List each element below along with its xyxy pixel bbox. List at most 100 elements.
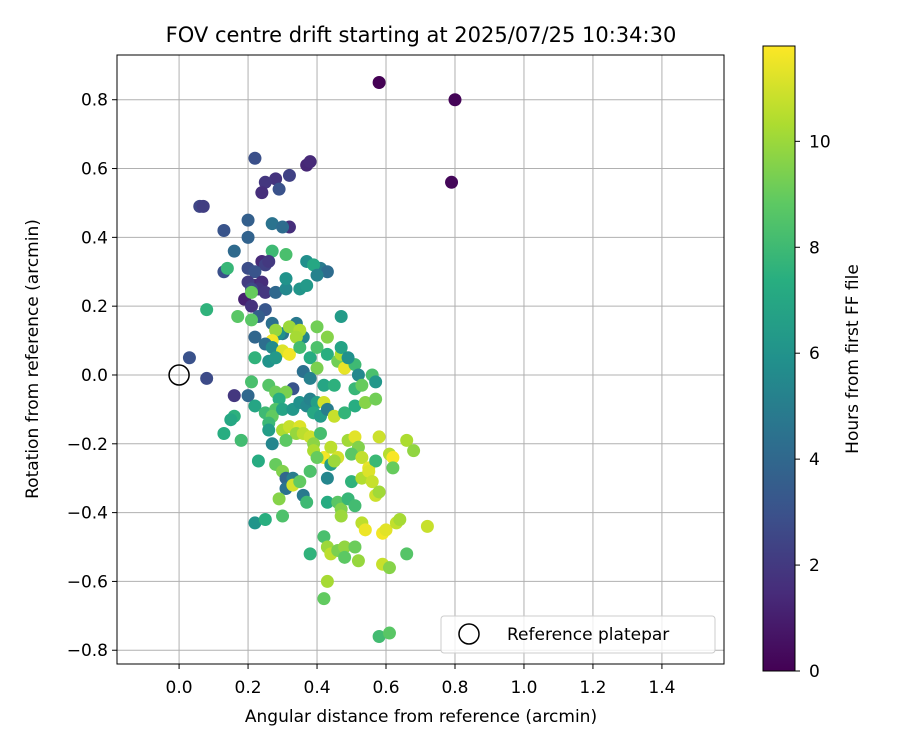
data-point (358, 396, 372, 410)
data-point (279, 272, 293, 286)
data-point (369, 454, 383, 468)
colorbar-label: Hours from first FF file (843, 264, 863, 454)
data-point (338, 361, 352, 375)
data-point (245, 285, 259, 299)
data-point (372, 76, 386, 90)
data-point (276, 509, 290, 523)
data-point (293, 340, 307, 354)
data-point (196, 199, 210, 213)
legend-reference-marker (458, 623, 480, 645)
x-tick-label: 0.0 (166, 678, 193, 698)
data-point (217, 426, 231, 440)
data-point (248, 151, 262, 165)
colorbar-tick-label: 8 (809, 238, 820, 258)
data-point (241, 213, 255, 227)
data-point (224, 413, 238, 427)
data-point (272, 182, 286, 196)
data-point (338, 406, 352, 420)
data-point (320, 495, 334, 509)
colorbar-tick-label: 10 (809, 132, 831, 152)
data-point (227, 389, 241, 403)
data-point (300, 279, 314, 293)
x-tick-label: 0.8 (441, 678, 468, 698)
data-point (248, 351, 262, 365)
data-point (231, 309, 245, 323)
data-point (320, 265, 334, 279)
data-point (269, 285, 283, 299)
colorbar-tick-label: 0 (809, 662, 820, 682)
data-point (320, 574, 334, 588)
data-point (320, 471, 334, 485)
data-point (258, 285, 272, 299)
y-tick-label: 0.4 (81, 228, 108, 248)
data-point (334, 509, 348, 523)
data-point (310, 340, 324, 354)
y-axis-label: Rotation from reference (arcmin) (23, 219, 43, 499)
y-tick-label: 0.8 (81, 91, 108, 111)
y-tick-label: −0.2 (67, 435, 108, 455)
y-tick-label: 0.0 (81, 366, 108, 386)
data-point (345, 447, 359, 461)
x-tick-label: 0.6 (372, 678, 399, 698)
data-point (303, 371, 317, 385)
data-point (251, 454, 265, 468)
colorbar-tick-label: 6 (809, 344, 820, 364)
x-tick-label: 1.0 (510, 678, 537, 698)
data-point (279, 433, 293, 447)
data-point (282, 347, 296, 361)
data-point (262, 254, 276, 268)
data-point (303, 464, 317, 478)
data-point (320, 347, 334, 361)
data-point (248, 265, 262, 279)
data-point (310, 320, 324, 334)
data-point (307, 258, 321, 272)
data-point (386, 461, 400, 475)
data-point (317, 530, 331, 544)
data-point (369, 375, 383, 389)
x-tick-label: 1.4 (648, 678, 675, 698)
data-point (303, 351, 317, 365)
colorbar-tick-label: 4 (809, 450, 820, 470)
data-point (248, 399, 262, 413)
data-point (182, 351, 196, 365)
data-point (338, 540, 352, 554)
data-point (341, 351, 355, 365)
y-tick-label: −0.8 (67, 641, 108, 661)
data-point (327, 378, 341, 392)
data-point (327, 454, 341, 468)
data-point (351, 368, 365, 382)
data-point (279, 248, 293, 262)
data-point (445, 175, 459, 189)
legend-label: Reference platepar (507, 625, 669, 645)
data-point (300, 495, 314, 509)
data-point (355, 378, 369, 392)
data-point (282, 320, 296, 334)
legend-box (440, 615, 716, 654)
data-point (248, 516, 262, 530)
data-point (358, 523, 372, 537)
data-point (293, 475, 307, 489)
colorbar-ticks: 0 2 4 6 8 10 (795, 132, 831, 682)
reference-marker (168, 364, 190, 386)
data-point (382, 561, 396, 575)
x-tick-label: 1.2 (579, 678, 606, 698)
x-axis-label: Angular distance from reference (arcmin) (245, 707, 597, 727)
grid (117, 55, 724, 664)
data-point (310, 268, 324, 282)
data-point (289, 330, 303, 344)
data-point (320, 330, 334, 344)
data-point (317, 378, 331, 392)
data-point (265, 437, 279, 451)
data-point (265, 340, 279, 354)
data-point (258, 175, 272, 189)
data-point (369, 392, 383, 406)
data-point (245, 375, 259, 389)
data-point (317, 592, 331, 606)
data-point (241, 389, 255, 403)
data-point (269, 323, 283, 337)
data-point (348, 430, 362, 444)
legend: Reference platepar (440, 615, 716, 654)
data-point (327, 409, 341, 423)
data-point (382, 626, 396, 640)
data-point (365, 475, 379, 489)
